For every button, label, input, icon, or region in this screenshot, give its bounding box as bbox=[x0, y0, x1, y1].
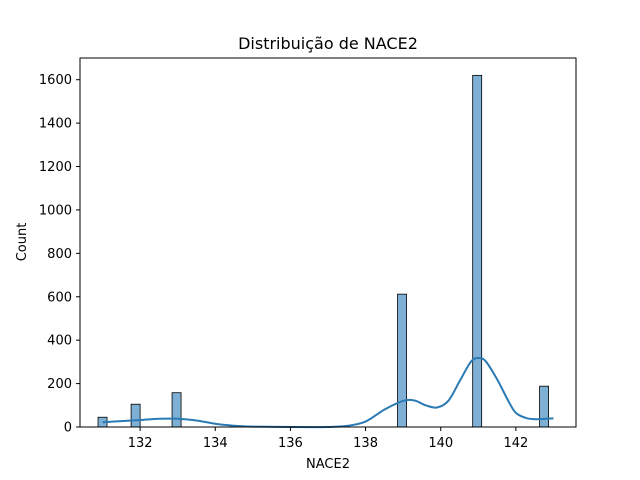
x-axis-title: NACE2 bbox=[306, 457, 350, 472]
y-tick-label: 1200 bbox=[39, 160, 72, 175]
kde-line bbox=[102, 356, 554, 429]
chart-title: Distribuição de NACE2 bbox=[238, 34, 418, 53]
x-tick-label: 142 bbox=[503, 436, 528, 451]
x-tick-label: 134 bbox=[203, 436, 228, 451]
y-tick-label: 200 bbox=[47, 377, 72, 392]
x-tick-label: 138 bbox=[353, 436, 378, 451]
bars-layer bbox=[97, 74, 549, 428]
histogram-bar-3 bbox=[397, 293, 407, 428]
histogram-bar-4 bbox=[472, 74, 483, 428]
y-axis-title: Count bbox=[15, 223, 30, 262]
y-tick-label: 800 bbox=[47, 247, 72, 262]
y-tick-label: 1600 bbox=[39, 73, 72, 88]
x-tick-label: 140 bbox=[428, 436, 453, 451]
x-tick-label: 132 bbox=[128, 436, 153, 451]
histogram-bar-2 bbox=[171, 392, 182, 428]
histogram-bar-5 bbox=[539, 385, 549, 428]
x-tick-label: 136 bbox=[278, 436, 303, 451]
y-tick-label: 1000 bbox=[39, 203, 72, 218]
plot-frame bbox=[79, 57, 577, 428]
x-axis: 132 134 136 138 140 142 bbox=[128, 427, 528, 451]
histogram-bar-1 bbox=[130, 403, 141, 428]
y-tick-label: 0 bbox=[64, 421, 72, 436]
y-tick-label: 1400 bbox=[39, 117, 72, 132]
y-axis: 0 200 400 600 800 1000 1200 1400 1600 bbox=[39, 73, 80, 436]
y-tick-label: 600 bbox=[47, 290, 72, 305]
y-tick-label: 400 bbox=[47, 334, 72, 349]
